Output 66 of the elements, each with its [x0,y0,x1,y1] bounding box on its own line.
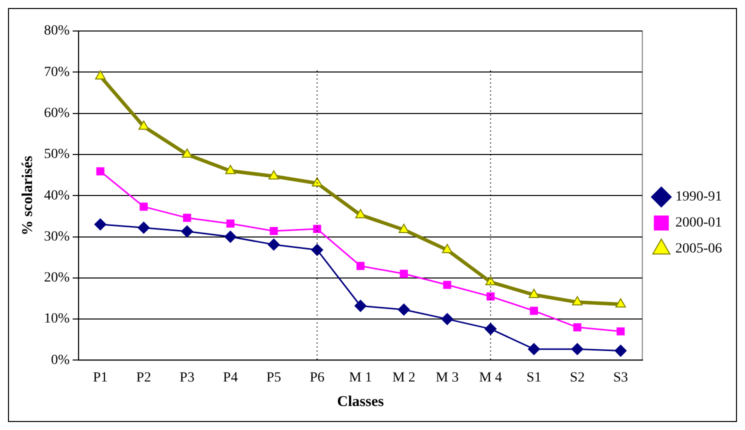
y-tick-label: 30% [44,229,70,244]
point [443,280,452,289]
point [268,238,280,251]
x-tick-label: M 3 [436,370,459,386]
legend-label: 2005-06 [675,242,722,257]
x-tick-label: M 1 [349,370,372,386]
point [530,306,538,315]
y-tick-label: 70% [44,64,70,80]
point [400,270,408,278]
point [182,148,192,158]
x-tick-label: S2 [570,370,585,386]
point [398,224,410,234]
y-axis-title: % scolarisés [20,156,36,236]
point [398,304,410,316]
point [616,327,625,336]
point [268,170,280,180]
point [311,244,324,256]
point [614,344,627,357]
point [528,343,540,356]
point [486,292,495,300]
point [442,244,452,254]
point [313,224,322,233]
x-tick-label: P6 [310,370,325,386]
point [96,167,104,176]
y-tick-label: 20% [44,270,70,286]
point [138,222,150,234]
y-tick-label: 40% [44,188,70,204]
point [572,296,583,306]
x-tick-label: P5 [266,370,282,386]
y-tick-label: 60% [44,106,70,121]
point [573,323,582,332]
x-tick-label: M 2 [392,370,416,386]
point [183,214,192,222]
x-tick-label: S1 [526,370,542,386]
point [615,298,626,308]
x-tick-label: M 4 [479,370,502,386]
y-tick-label: 80% [44,24,70,39]
point [270,226,278,236]
legend-label: 2000-01 [675,216,722,231]
point [138,120,149,130]
point [441,313,454,326]
x-tick-label: P2 [136,370,152,386]
x-tick-label: P1 [92,370,108,386]
y-tick-label: 10% [44,312,70,327]
point [224,230,236,243]
x-axis-title: Classes [337,394,384,410]
point [354,300,366,312]
point [181,225,194,238]
point [312,177,322,187]
y-tick-label: 0% [50,352,70,368]
point [355,208,366,218]
point [484,322,497,335]
point [140,202,148,211]
x-tick-label: P4 [223,370,238,386]
x-tick-label: P3 [180,370,194,386]
point [226,220,234,228]
point [225,164,236,174]
x-tick-label: S3 [613,370,628,386]
point [95,70,106,80]
legend-label: 1990-91 [675,190,722,205]
point [528,288,540,298]
point [571,343,584,356]
point [485,276,496,286]
point [356,262,365,270]
y-tick-label: 50% [44,147,70,162]
point [94,218,106,230]
